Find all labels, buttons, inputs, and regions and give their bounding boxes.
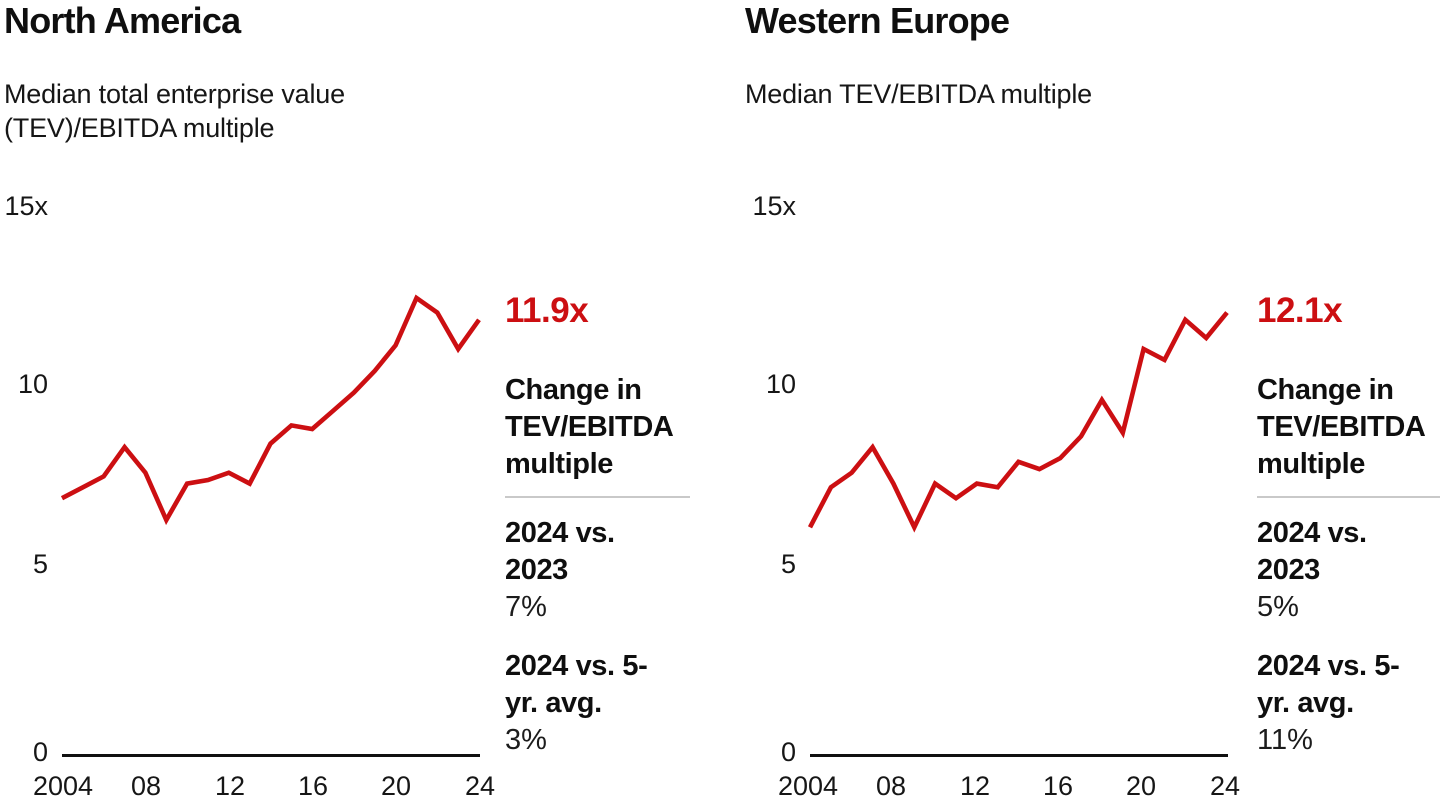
panel-subtitle: Median TEV/EBITDA multiple [745,79,1092,109]
y-tick-10: 10 [17,369,48,399]
stat-value-2024-vs-5yr-avg: 11% [1257,724,1313,756]
latest-value-label: 11.9x [505,291,589,330]
annotation-block: 11.9x Change in TEV/EBITDA multiple 2024… [505,292,697,781]
divider [1257,496,1440,498]
y-tick-0: 0 [32,737,48,767]
x-axis-line [810,754,1228,757]
y-tick-5: 5 [32,549,48,579]
y-tick-15x: 15x [752,191,796,221]
x-tick-12: 12 [959,771,991,801]
panel-subtitle: Median total enterprise value (TEV)/EBIT… [4,79,345,143]
stat-label-2024-vs-5yr-avg: 2024 vs. 5-yr. avg. [1257,650,1400,719]
x-axis-line [62,754,480,757]
stat-value-2024-vs-2023: 5% [1257,591,1299,623]
x-tick-08: 08 [875,771,907,801]
trend-line [807,311,1229,533]
x-tick-2004: 2004 [32,771,94,801]
y-tick-15x: 15x [4,191,48,221]
x-tick-20: 20 [380,771,412,801]
x-tick-16: 16 [1042,771,1074,801]
panel-title: North America [4,0,241,41]
x-tick-08: 08 [130,771,162,801]
line-chart [60,294,481,526]
x-tick-16: 16 [297,771,329,801]
x-tick-12: 12 [214,771,246,801]
y-tick-0: 0 [780,737,796,767]
y-tick-5: 5 [780,549,796,579]
line-chart [807,311,1229,533]
x-tick-24: 24 [464,771,496,801]
y-tick-10: 10 [765,369,796,399]
stat-label-2024-vs-2023: 2024 vs. 2023 [1257,517,1367,586]
stat-value-2024-vs-2023: 7% [505,591,547,623]
annotation-block: 12.1x Change in TEV/EBITDA multiple 2024… [1257,292,1440,781]
x-tick-24: 24 [1209,771,1241,801]
divider [505,496,690,498]
annotation-heading: Change in TEV/EBITDA multiple [1257,374,1425,480]
stat-label-2024-vs-2023: 2024 vs. 2023 [505,517,615,586]
panel-title: Western Europe [745,0,1010,41]
trend-line [60,294,481,526]
stat-label-2024-vs-5yr-avg: 2024 vs. 5-yr. avg. [505,650,648,719]
latest-value-label: 12.1x [1257,291,1343,330]
x-tick-2004: 2004 [777,771,839,801]
annotation-heading: Change in TEV/EBITDA multiple [505,374,673,480]
stat-value-2024-vs-5yr-avg: 3% [505,724,547,756]
x-tick-20: 20 [1125,771,1157,801]
